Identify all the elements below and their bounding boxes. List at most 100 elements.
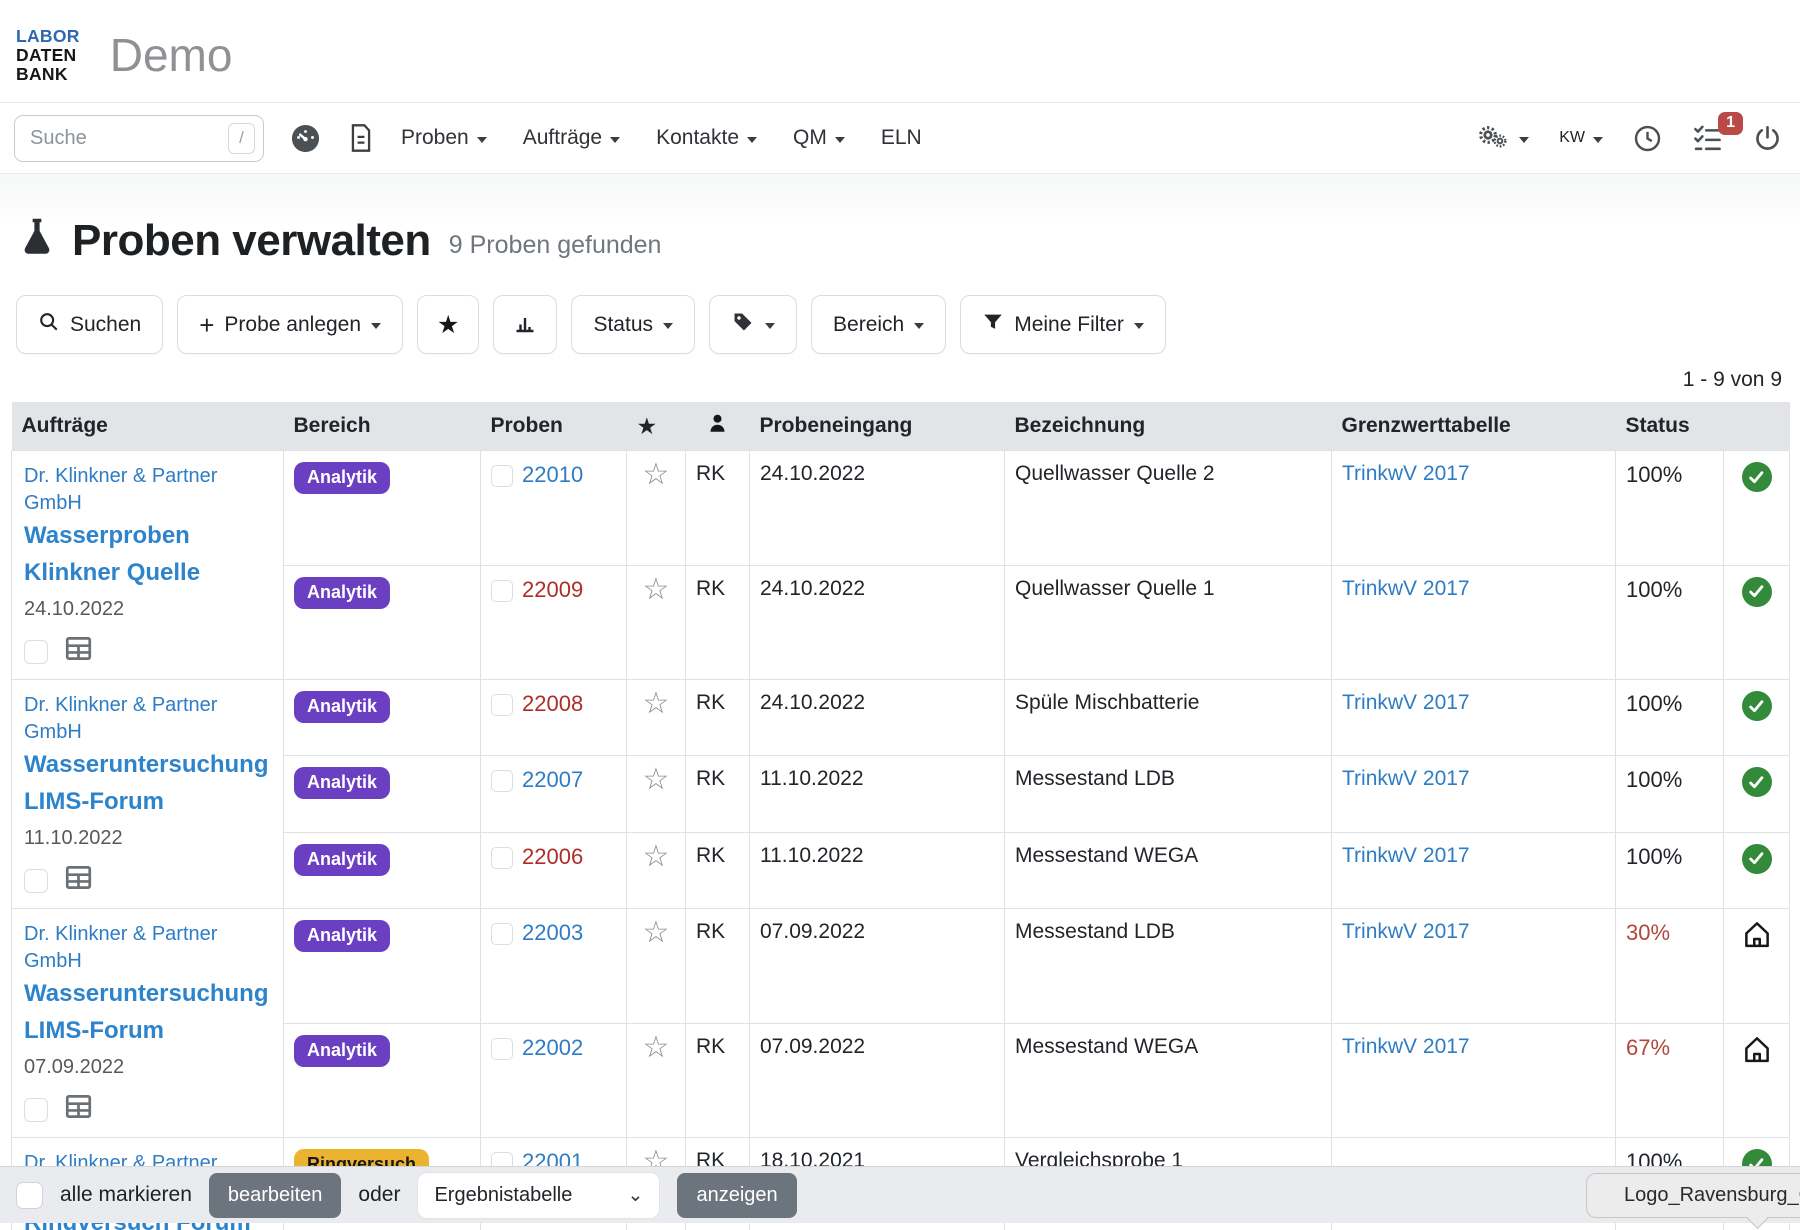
client-link[interactable]: Dr. Klinkner & Partner GmbH [24, 694, 218, 743]
status-filter-button[interactable]: Status [571, 295, 696, 354]
user-menu-kw[interactable]: KW [1559, 129, 1603, 147]
settings-menu[interactable] [1477, 124, 1530, 152]
status-percent: 67% [1626, 1034, 1671, 1060]
result-view-select[interactable]: Ergebnistabelle ⌄ [417, 1171, 661, 1219]
favorites-button[interactable]: ★ [417, 295, 480, 354]
tag-icon [731, 310, 755, 340]
nav-label: QM [793, 126, 827, 149]
status-percent: 100% [1626, 462, 1683, 487]
logout-power-icon[interactable] [1753, 124, 1782, 153]
tasks-list-icon[interactable]: 1 [1692, 112, 1743, 152]
grenzwert-link[interactable]: TrinkwV 2017 [1342, 920, 1470, 943]
col-user[interactable] [685, 402, 750, 451]
col-favorite[interactable]: ★ [626, 402, 686, 451]
user-cell: RK [685, 678, 750, 757]
grenzwert-link[interactable]: TrinkwV 2017 [1342, 691, 1470, 714]
edit-button[interactable]: bearbeiten [208, 1172, 342, 1218]
nav-eln[interactable]: ELN [881, 126, 922, 150]
star-outline-icon[interactable]: ☆ [642, 763, 670, 797]
col-bereich[interactable]: Bereich [283, 402, 481, 451]
star-icon: ★ [437, 310, 460, 339]
grenzwert-link[interactable]: TrinkwV 2017 [1342, 767, 1470, 791]
bereich-badge[interactable]: Analytik [294, 767, 391, 800]
eingang-date: 24.10.2022 [760, 462, 866, 485]
order-checkbox[interactable] [24, 868, 48, 893]
bereich-badge[interactable]: Analytik [294, 843, 391, 876]
proben-cell: 22003 [480, 908, 627, 1024]
col-bezeichnung[interactable]: Bezeichnung [1004, 402, 1332, 451]
client-link[interactable]: Dr. Klinkner & Partner GmbH [24, 923, 218, 972]
sample-checkbox[interactable] [491, 579, 513, 602]
bereich-badge[interactable]: Analytik [294, 691, 391, 723]
grenzwert-link[interactable]: TrinkwV 2017 [1342, 843, 1470, 867]
grenzwert-link[interactable]: TrinkwV 2017 [1342, 576, 1470, 600]
client-link[interactable]: Dr. Klinkner & Partner GmbH [24, 465, 218, 514]
eingang-date: 11.10.2022 [760, 843, 864, 867]
order-link[interactable]: Wasserproben [24, 522, 190, 549]
order-checkbox[interactable] [24, 1097, 48, 1122]
select-all-checkbox[interactable] [16, 1181, 43, 1209]
sample-checkbox[interactable] [491, 465, 513, 487]
bereich-badge[interactable]: Analytik [294, 1034, 391, 1067]
proben-cell: 22009 [480, 564, 627, 680]
house-icon [1734, 1035, 1779, 1069]
create-sample-button[interactable]: + Probe anlegen [177, 295, 404, 354]
nav-auftraege[interactable]: Aufträge [523, 126, 621, 150]
col-proben[interactable]: Proben [480, 402, 627, 451]
result-table-icon[interactable] [65, 1094, 92, 1125]
sample-link[interactable]: 22009 [522, 576, 584, 602]
eingang-cell: 24.10.2022 [749, 678, 1005, 757]
star-outline-icon[interactable]: ☆ [642, 687, 670, 720]
bereich-badge[interactable]: Analytik [294, 462, 391, 494]
dashboard-icon[interactable] [290, 123, 321, 154]
document-icon[interactable] [347, 123, 375, 153]
search-button[interactable]: Suchen [16, 295, 164, 354]
star-outline-icon[interactable]: ☆ [642, 916, 670, 949]
col-probeneingang[interactable]: Probeneingang [749, 402, 1005, 451]
col-auftraege[interactable]: Aufträge [11, 402, 284, 451]
sample-checkbox[interactable] [491, 923, 513, 945]
table-header-row: Aufträge Bereich Proben ★ Probeneingang … [11, 402, 1790, 451]
order-link[interactable]: LIMS-Forum [24, 1017, 164, 1044]
grenzwert-link[interactable]: TrinkwV 2017 [1342, 462, 1470, 485]
tags-filter-button[interactable] [709, 295, 798, 354]
statistics-button[interactable] [493, 295, 558, 354]
bereich-badge[interactable]: Analytik [294, 920, 391, 952]
nav-kontakte[interactable]: Kontakte [656, 126, 758, 150]
bereich-filter-button[interactable]: Bereich [811, 295, 947, 354]
order-link[interactable]: Klinkner Quelle [24, 559, 201, 586]
star-outline-icon[interactable]: ☆ [642, 572, 670, 606]
labordatenbank-logo[interactable]: LABOR DATEN BANK [16, 26, 80, 84]
my-filters-button[interactable]: Meine Filter [960, 295, 1166, 354]
sample-checkbox[interactable] [491, 694, 513, 716]
star-outline-icon[interactable]: ☆ [642, 458, 670, 491]
sample-link[interactable]: 22008 [522, 691, 584, 716]
sample-link[interactable]: 22006 [522, 843, 584, 869]
order-link[interactable]: Wasseruntersuchung [24, 751, 269, 778]
sample-link[interactable]: 22007 [522, 767, 584, 793]
sample-checkbox[interactable] [491, 846, 513, 869]
sample-link[interactable]: 22002 [522, 1034, 584, 1060]
table-row: Analytik 22002 ☆ RK 07.09.2022 Messestan… [12, 1022, 1790, 1138]
result-table-icon[interactable] [65, 636, 92, 667]
sample-link[interactable]: 22010 [522, 462, 584, 487]
bereich-badge[interactable]: Analytik [294, 576, 391, 609]
order-checkbox[interactable] [24, 639, 48, 664]
grenzwert-link[interactable]: TrinkwV 2017 [1342, 1034, 1470, 1058]
sample-checkbox[interactable] [491, 770, 513, 793]
order-link[interactable]: LIMS-Forum [24, 788, 164, 815]
col-status[interactable]: Status [1615, 402, 1790, 451]
sample-checkbox[interactable] [491, 1037, 513, 1060]
sample-link[interactable]: 22003 [522, 920, 584, 945]
star-outline-icon[interactable]: ☆ [642, 839, 670, 873]
result-table-icon[interactable] [65, 865, 92, 896]
history-clock-icon[interactable] [1633, 124, 1662, 153]
order-link[interactable]: Wasseruntersuchung [24, 980, 269, 1007]
star-outline-icon[interactable]: ☆ [642, 1030, 670, 1064]
col-grenzwerttabelle[interactable]: Grenzwerttabelle [1331, 402, 1616, 451]
nav-qm[interactable]: QM [793, 126, 845, 150]
nav-proben[interactable]: Proben [401, 126, 487, 150]
show-button[interactable]: anzeigen [677, 1172, 797, 1218]
bezeichnung-text: Quellwasser Quelle 2 [1015, 462, 1215, 485]
search-input[interactable] [14, 114, 264, 162]
